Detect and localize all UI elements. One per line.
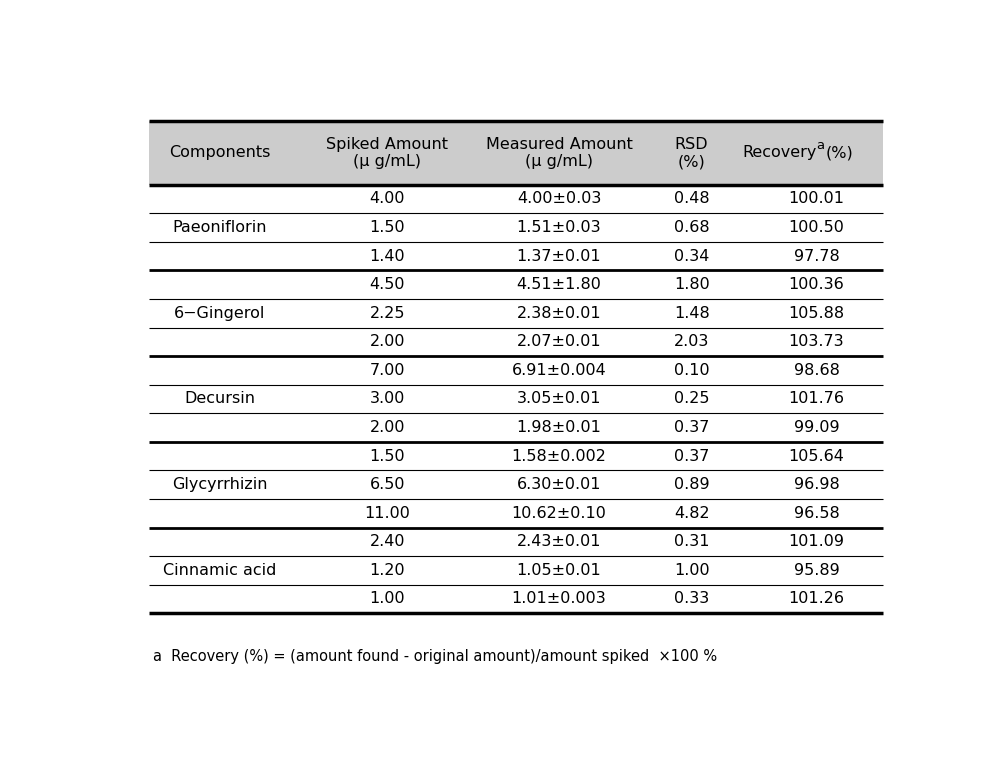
Text: 0.34: 0.34	[674, 249, 709, 263]
Text: 0.33: 0.33	[674, 591, 709, 607]
Text: 7.00: 7.00	[370, 363, 405, 378]
Text: a  Recovery (%) = (amount found - original amount)/amount spiked  ×100 %: a Recovery (%) = (amount found - origina…	[153, 649, 717, 665]
Text: 99.09: 99.09	[794, 420, 840, 435]
Text: Components: Components	[169, 146, 270, 161]
Text: 101.09: 101.09	[788, 535, 845, 550]
Text: RSD
(%): RSD (%)	[675, 136, 709, 169]
Text: 4.50: 4.50	[370, 277, 405, 292]
Text: 96.98: 96.98	[794, 477, 840, 492]
Text: 10.62±0.10: 10.62±0.10	[512, 506, 606, 521]
Text: 4.51±1.80: 4.51±1.80	[517, 277, 601, 292]
Text: 1.98±0.01: 1.98±0.01	[517, 420, 601, 435]
Text: 4.00: 4.00	[370, 191, 405, 206]
Text: 2.00: 2.00	[370, 334, 405, 350]
Text: 6−Gingerol: 6−Gingerol	[174, 306, 265, 321]
Text: 6.30±0.01: 6.30±0.01	[517, 477, 601, 492]
Text: 1.05±0.01: 1.05±0.01	[517, 563, 601, 578]
Text: a: a	[817, 140, 825, 152]
Text: 1.80: 1.80	[674, 277, 710, 292]
Text: 103.73: 103.73	[788, 334, 844, 350]
Text: 1.00: 1.00	[370, 591, 405, 607]
Text: 3.05±0.01: 3.05±0.01	[517, 391, 601, 406]
Text: 3.00: 3.00	[370, 391, 405, 406]
Text: 1.00: 1.00	[674, 563, 710, 578]
Text: 0.48: 0.48	[674, 191, 710, 206]
Text: Measured Amount
(μ g/mL): Measured Amount (μ g/mL)	[485, 136, 632, 169]
Text: 1.40: 1.40	[370, 249, 405, 263]
Text: 98.68: 98.68	[794, 363, 840, 378]
Text: 105.64: 105.64	[788, 448, 845, 463]
Text: 2.38±0.01: 2.38±0.01	[517, 306, 601, 321]
Text: Decursin: Decursin	[184, 391, 255, 406]
Text: 101.26: 101.26	[788, 591, 845, 607]
Text: 0.37: 0.37	[674, 448, 709, 463]
Text: 2.40: 2.40	[370, 535, 405, 550]
Bar	[149, 122, 883, 185]
Text: Cinnamic acid: Cinnamic acid	[163, 563, 276, 578]
Text: 2.07±0.01: 2.07±0.01	[517, 334, 601, 350]
Text: 2.03: 2.03	[674, 334, 709, 350]
Text: 2.43±0.01: 2.43±0.01	[517, 535, 601, 550]
Text: 0.37: 0.37	[674, 420, 709, 435]
Text: 1.51±0.03: 1.51±0.03	[517, 220, 601, 235]
Text: Recovery: Recovery	[742, 146, 817, 161]
Text: 101.76: 101.76	[788, 391, 845, 406]
Text: Glycyrrhizin: Glycyrrhizin	[172, 477, 267, 492]
Text: 4.00±0.03: 4.00±0.03	[517, 191, 601, 206]
Text: (%): (%)	[826, 146, 854, 161]
Text: 100.36: 100.36	[788, 277, 845, 292]
Text: 2.00: 2.00	[370, 420, 405, 435]
Text: 0.89: 0.89	[674, 477, 710, 492]
Text: 0.10: 0.10	[674, 363, 710, 378]
Text: 11.00: 11.00	[365, 506, 410, 521]
Text: 1.48: 1.48	[674, 306, 710, 321]
Text: 100.01: 100.01	[788, 191, 845, 206]
Text: 105.88: 105.88	[788, 306, 845, 321]
Text: 1.50: 1.50	[370, 220, 405, 235]
Text: 6.50: 6.50	[370, 477, 405, 492]
Text: 97.78: 97.78	[794, 249, 840, 263]
Text: 0.25: 0.25	[674, 391, 710, 406]
Text: 1.37±0.01: 1.37±0.01	[517, 249, 601, 263]
Text: 1.50: 1.50	[370, 448, 405, 463]
Text: Paeoniflorin: Paeoniflorin	[172, 220, 267, 235]
Text: 4.82: 4.82	[674, 506, 710, 521]
Text: Spiked Amount
(μ g/mL): Spiked Amount (μ g/mL)	[326, 136, 448, 169]
Text: 0.31: 0.31	[674, 535, 710, 550]
Text: 0.68: 0.68	[674, 220, 710, 235]
Text: 6.91±0.004: 6.91±0.004	[512, 363, 606, 378]
Text: 100.50: 100.50	[788, 220, 845, 235]
Text: 1.01±0.003: 1.01±0.003	[512, 591, 606, 607]
Text: 1.58±0.002: 1.58±0.002	[512, 448, 606, 463]
Text: 95.89: 95.89	[794, 563, 840, 578]
Text: 1.20: 1.20	[370, 563, 405, 578]
Text: 96.58: 96.58	[794, 506, 840, 521]
Text: 2.25: 2.25	[370, 306, 405, 321]
